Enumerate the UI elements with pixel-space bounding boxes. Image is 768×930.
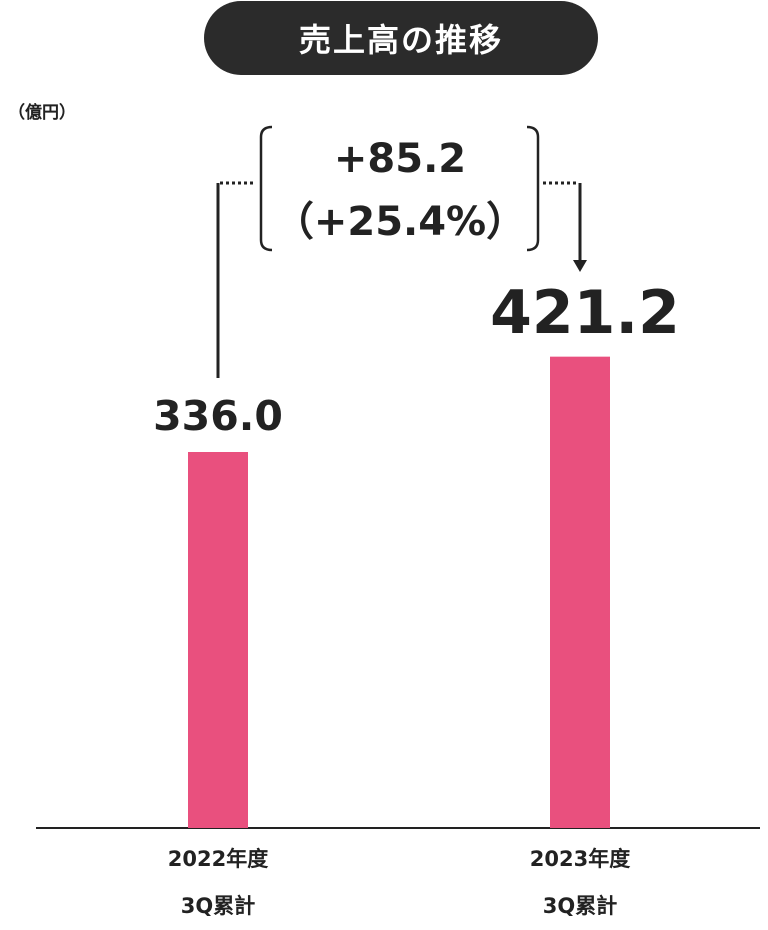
- x-category-2023-line1: 2023年度: [529, 847, 631, 871]
- down-arrow-icon: [573, 260, 587, 272]
- x-category-2023-line2: 3Q累計: [542, 894, 618, 918]
- unit-label: （億円）: [8, 103, 76, 123]
- x-category-2022: 2022年度 3Q累計: [118, 836, 318, 930]
- x-category-2022-line1: 2022年度: [167, 847, 269, 871]
- bar-2023-3q: [550, 356, 610, 828]
- chart-title: 売上高の推移: [204, 1, 598, 75]
- change-absolute: +85.2: [333, 136, 467, 182]
- data-label-2022: 336.0: [153, 392, 283, 440]
- bracket-right: [526, 125, 540, 252]
- data-label-2023: 421.2: [490, 278, 680, 348]
- x-category-2023: 2023年度 3Q累計: [480, 836, 680, 930]
- x-category-2022-line2: 3Q累計: [180, 894, 256, 918]
- bracket-left: [259, 125, 273, 252]
- change-percent: （+25.4%）: [273, 199, 527, 245]
- bar-2022-3q: [188, 452, 248, 828]
